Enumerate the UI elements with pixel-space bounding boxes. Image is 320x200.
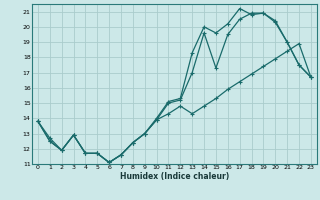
X-axis label: Humidex (Indice chaleur): Humidex (Indice chaleur) [120,172,229,181]
